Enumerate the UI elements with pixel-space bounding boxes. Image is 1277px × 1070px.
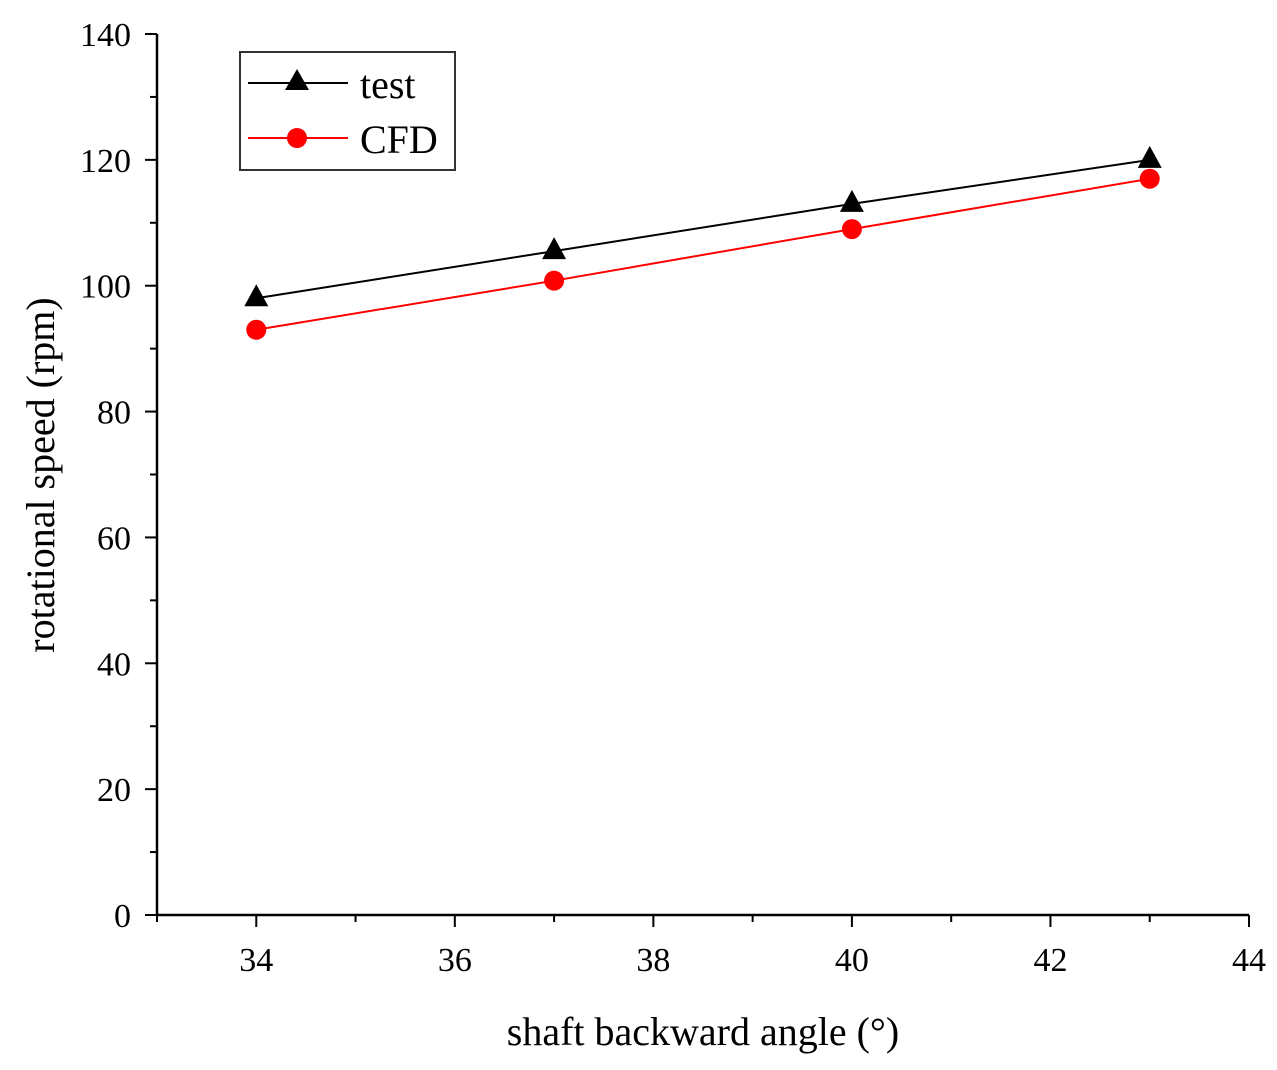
series-cfd (246, 168, 1160, 340)
x-tick-label: 42 (1033, 942, 1067, 979)
data-point-cfd (544, 270, 565, 291)
x-tick-label: 38 (636, 942, 670, 979)
x-tick-label: 44 (1232, 942, 1266, 979)
y-tick-label: 40 (97, 646, 131, 683)
x-axis-title: shaft backward angle (°) (507, 1009, 899, 1054)
data-point-cfd (1139, 168, 1160, 189)
y-tick-label: 100 (80, 269, 131, 306)
y-tick-label: 120 (80, 143, 131, 180)
legend-cfd-marker (287, 128, 307, 148)
legend-box (239, 51, 456, 171)
y-axis-title: rotational speed (rpm) (18, 297, 63, 652)
ticks: 34 36 38 40 42 44 0 20 40 60 80 100 120 140 (80, 17, 1266, 979)
y-tick-label: 60 (97, 520, 131, 557)
data-point-test (1137, 145, 1162, 168)
y-tick-label: 0 (114, 898, 131, 935)
data-point-cfd (246, 319, 267, 340)
x-tick-label: 34 (239, 942, 273, 979)
series-layer (244, 145, 1162, 340)
data-point-test (839, 189, 864, 212)
legend-test-marker (285, 69, 309, 90)
x-tick-label: 36 (438, 942, 472, 979)
data-point-cfd (841, 219, 862, 240)
series-line-test (256, 158, 1150, 300)
legend: test CFD (239, 51, 456, 171)
data-point-test (244, 284, 269, 307)
y-tick-label: 20 (97, 772, 131, 809)
x-tick-label: 40 (835, 942, 869, 979)
data-point-test (542, 237, 567, 260)
legend-test-label: test (360, 62, 416, 107)
series-line-cfd (256, 177, 1150, 331)
legend-cfd-label: CFD (360, 117, 438, 162)
series-test (244, 145, 1162, 307)
y-tick-label: 80 (97, 395, 131, 432)
y-tick-label: 140 (80, 17, 131, 54)
